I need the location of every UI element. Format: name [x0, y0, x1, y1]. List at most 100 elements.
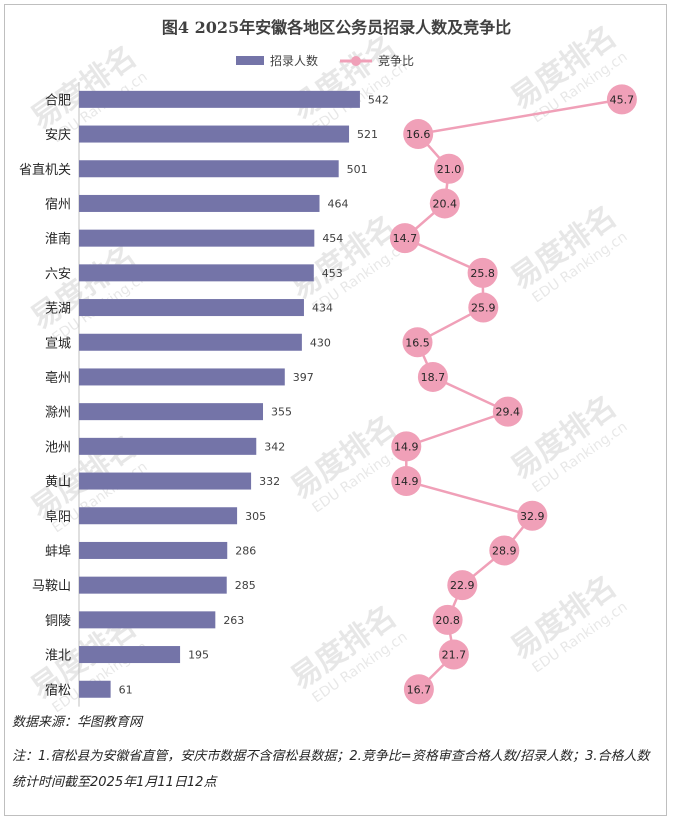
bar: [79, 541, 228, 559]
ratio-value-label: 20.8: [435, 614, 460, 627]
bar: [79, 368, 285, 386]
ratio-point: [403, 119, 434, 150]
bar-value-label: 397: [293, 371, 314, 384]
bar: [79, 507, 238, 525]
bar: [79, 229, 315, 247]
legend-label-line: 竞争比: [378, 54, 414, 68]
category-label: 宿松: [45, 682, 71, 698]
ratio-point: [517, 500, 548, 531]
legend-marker-line: [351, 56, 361, 66]
category-label: 蚌埠: [45, 544, 71, 559]
ratio-point: [402, 327, 433, 358]
ratio-value-label: 21.0: [437, 163, 462, 176]
category-label: 亳州: [45, 370, 71, 386]
bar-value-label: 342: [264, 440, 285, 453]
bar: [79, 125, 350, 143]
ratio-point: [389, 223, 420, 254]
ratio-point: [391, 431, 422, 462]
ratio-value-label: 25.8: [470, 267, 495, 280]
legend-label-bars: 招录人数: [270, 53, 318, 68]
chart-title: 图4 2025年安徽各地区公务员招录人数及竞争比: [161, 18, 512, 37]
bar: [79, 160, 339, 178]
category-label: 安庆: [45, 128, 71, 143]
bar-value-label: 195: [188, 649, 209, 662]
bar: [79, 90, 360, 108]
ratio-point: [403, 674, 434, 705]
bar-value-label: 464: [328, 197, 349, 210]
bar-value-label: 430: [310, 336, 331, 349]
bar-value-label: 434: [312, 302, 333, 315]
category-label: 宣城: [45, 335, 71, 351]
bar-value-label: 305: [245, 510, 266, 523]
footnote: 注：1.宿松县为安徽省直管，安庆市数据不含宿松县数据；2.竞争比=资格审查合格人…: [12, 749, 650, 790]
ratio-point: [606, 84, 637, 115]
ratio-value-label: 25.9: [471, 302, 496, 315]
bar-value-label: 286: [235, 544, 256, 557]
category-label: 淮北: [45, 649, 71, 664]
ratio-value-label: 18.7: [421, 371, 446, 384]
data-source-note: 数据来源：华图教育网: [12, 715, 143, 730]
ratio-value-label: 45.7: [610, 93, 635, 106]
category-label: 省直机关: [19, 163, 71, 178]
ratio-value-label: 32.9: [520, 510, 545, 523]
bar: [79, 680, 111, 698]
bar: [79, 472, 252, 490]
category-label: 黄山: [45, 475, 71, 490]
ratio-value-label: 16.5: [405, 336, 430, 349]
bar-value-label: 453: [322, 267, 343, 280]
bar: [79, 646, 181, 664]
category-label: 滁州: [45, 405, 71, 421]
bar-value-label: 263: [223, 614, 244, 627]
bar: [79, 403, 264, 421]
category-label: 六安: [45, 267, 71, 282]
bar-value-label: 355: [271, 406, 292, 419]
ratio-value-label: 28.9: [492, 544, 517, 557]
ratio-point: [489, 535, 520, 566]
bar: [79, 576, 227, 594]
bar-value-label: 501: [347, 163, 368, 176]
bar-value-label: 332: [259, 475, 280, 488]
ratio-point: [432, 604, 463, 635]
legend-swatch-bars: [236, 56, 264, 65]
ratio-point: [434, 153, 464, 184]
bar: [79, 264, 314, 282]
category-label: 合肥: [45, 93, 71, 108]
bar: [79, 333, 302, 351]
ratio-value-label: 21.7: [442, 649, 467, 662]
ratio-value-label: 20.4: [433, 197, 458, 210]
ratio-value-label: 14.9: [394, 475, 419, 488]
category-label: 阜阳: [45, 509, 71, 525]
category-label: 马鞍山: [32, 578, 71, 594]
bar-value-label: 61: [119, 683, 133, 696]
bar: [79, 437, 257, 455]
ratio-point: [468, 292, 499, 323]
ratio-point: [429, 188, 460, 219]
category-label: 池州: [45, 440, 71, 455]
ratio-value-label: 29.4: [496, 406, 521, 419]
category-label: 淮南: [45, 231, 71, 247]
bar: [79, 611, 216, 629]
category-label: 芜湖: [45, 302, 71, 317]
ratio-value-label: 14.9: [394, 440, 419, 453]
ratio-value-label: 16.6: [406, 128, 431, 141]
ratio-value-label: 16.7: [407, 683, 432, 696]
bar-value-label: 542: [368, 93, 389, 106]
ratio-value-label: 14.7: [393, 232, 418, 245]
bar-value-label: 521: [357, 128, 378, 141]
ratio-point: [438, 639, 469, 670]
ratio-point: [417, 361, 448, 392]
ratio-point: [447, 570, 478, 601]
ratio-point: [492, 396, 523, 427]
ratio-point: [391, 466, 422, 497]
ratio-point: [467, 257, 498, 288]
ratio-value-label: 22.9: [450, 579, 475, 592]
bar: [79, 299, 304, 317]
